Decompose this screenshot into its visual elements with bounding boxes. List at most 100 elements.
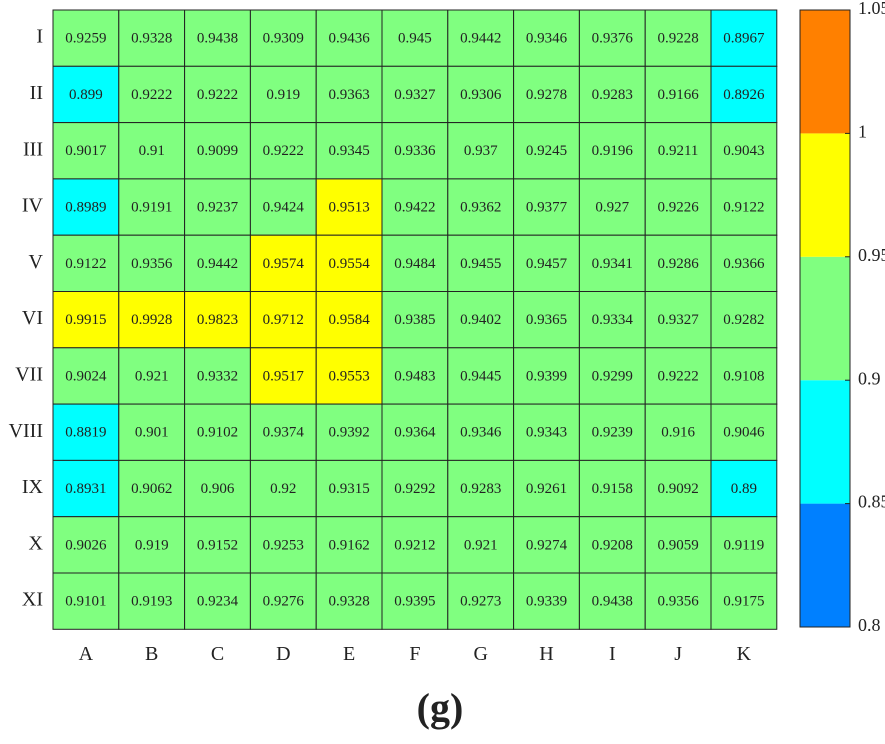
- cell: [118, 403, 186, 461]
- cell: [315, 403, 383, 461]
- y-tick-label: III: [23, 138, 43, 160]
- colorbar-tick-label: 1.05: [858, 0, 885, 18]
- cell-label: 0.9399: [526, 368, 567, 384]
- cell-label: 0.9309: [263, 31, 304, 47]
- cell-label: 0.9915: [65, 312, 106, 328]
- cell: [315, 572, 383, 630]
- cell-label: 0.9364: [394, 425, 436, 441]
- cell-label: 0.9385: [394, 312, 435, 328]
- cell: [447, 459, 515, 518]
- cell: [184, 572, 251, 630]
- cell-label: 0.9436: [328, 31, 370, 47]
- cell-label: 0.8819: [65, 425, 106, 441]
- cell-label: 0.9424: [263, 199, 305, 215]
- x-tick-label: H: [539, 643, 553, 665]
- cell: [513, 572, 580, 630]
- cell: [381, 347, 449, 405]
- cell: [644, 403, 712, 461]
- cell: [447, 122, 515, 180]
- y-tick-label: II: [30, 82, 43, 104]
- cell: [710, 178, 778, 236]
- cell-label: 0.9712: [263, 312, 304, 328]
- x-tick-label: B: [145, 643, 158, 665]
- cell-label: 0.9346: [526, 31, 568, 47]
- cell: [381, 9, 449, 67]
- cell-label: 0.9273: [460, 594, 501, 610]
- cell: [315, 516, 383, 574]
- cell-label: 0.9328: [131, 31, 172, 47]
- cell: [644, 347, 712, 405]
- cell-label: 0.9211: [658, 143, 699, 159]
- cell-label: 0.9438: [197, 31, 238, 47]
- cell-label: 0.945: [398, 31, 432, 47]
- cell-label: 0.9457: [526, 256, 568, 272]
- cell-label: 0.9374: [263, 425, 305, 441]
- cell: [644, 9, 712, 67]
- colorbar-segment: [800, 256, 850, 381]
- cell-label: 0.9584: [328, 312, 370, 328]
- cell-label: 0.9445: [460, 368, 501, 384]
- cell-label: 0.9245: [526, 143, 567, 159]
- cell-label: 0.899: [69, 87, 103, 103]
- cell: [381, 122, 449, 180]
- cell-label: 0.9438: [592, 594, 633, 610]
- cell: [710, 459, 778, 518]
- cell-label: 0.8967: [723, 31, 765, 47]
- cell-label: 0.9253: [263, 537, 304, 553]
- cell: [710, 9, 778, 67]
- cell: [578, 65, 646, 124]
- cell-label: 0.9823: [197, 312, 238, 328]
- x-tick-label: D: [276, 643, 290, 665]
- cell-label: 0.9282: [723, 312, 764, 328]
- x-tick-label: E: [343, 643, 355, 665]
- cell: [710, 65, 778, 124]
- y-tick-label: VIII: [9, 420, 43, 442]
- cell: [644, 65, 712, 124]
- cell: [710, 234, 778, 292]
- cell: [118, 347, 186, 405]
- cell-label: 0.919: [135, 537, 169, 553]
- cell: [513, 403, 580, 461]
- cell-label: 0.9327: [657, 312, 699, 328]
- cell: [381, 178, 449, 236]
- cell: [52, 516, 120, 574]
- cell: [52, 65, 120, 124]
- cell-label: 0.9101: [65, 594, 106, 610]
- cell-label: 0.91: [139, 143, 165, 159]
- cell: [52, 347, 120, 405]
- cell-label: 0.9222: [131, 87, 172, 103]
- cell-label: 0.9222: [657, 368, 698, 384]
- cell: [315, 122, 383, 180]
- cell-label: 0.9292: [394, 481, 435, 497]
- cell-label: 0.9024: [65, 368, 107, 384]
- cell-label: 0.9402: [460, 312, 501, 328]
- y-tick-label: V: [29, 251, 44, 273]
- cell-label: 0.9455: [460, 256, 501, 272]
- colorbar-segment: [800, 380, 850, 504]
- cell-label: 0.9341: [592, 256, 633, 272]
- colorbar-frame: [799, 9, 851, 628]
- cell-label: 0.9259: [65, 31, 106, 47]
- cell: [381, 572, 449, 630]
- cell: [184, 516, 251, 574]
- cell-label: 0.9554: [328, 256, 370, 272]
- colorbar-segment: [800, 10, 850, 134]
- cell: [249, 178, 317, 236]
- cell-label: 0.9239: [592, 425, 633, 441]
- cell-label: 0.9327: [394, 87, 436, 103]
- cell-label: 0.8931: [65, 481, 106, 497]
- x-tick-label: I: [609, 643, 616, 665]
- cell-label: 0.9334: [592, 312, 634, 328]
- cell: [710, 403, 778, 461]
- cell: [578, 178, 646, 236]
- cell-label: 0.9059: [657, 537, 698, 553]
- y-tick-label: VII: [15, 364, 43, 386]
- cell: [184, 9, 251, 67]
- cell: [447, 403, 515, 461]
- x-tick-label: K: [737, 643, 752, 665]
- cell-label: 0.9162: [328, 537, 369, 553]
- cell: [52, 234, 120, 292]
- cell-label: 0.9226: [657, 199, 699, 215]
- cell-label: 0.9517: [263, 368, 305, 384]
- cell: [513, 347, 580, 405]
